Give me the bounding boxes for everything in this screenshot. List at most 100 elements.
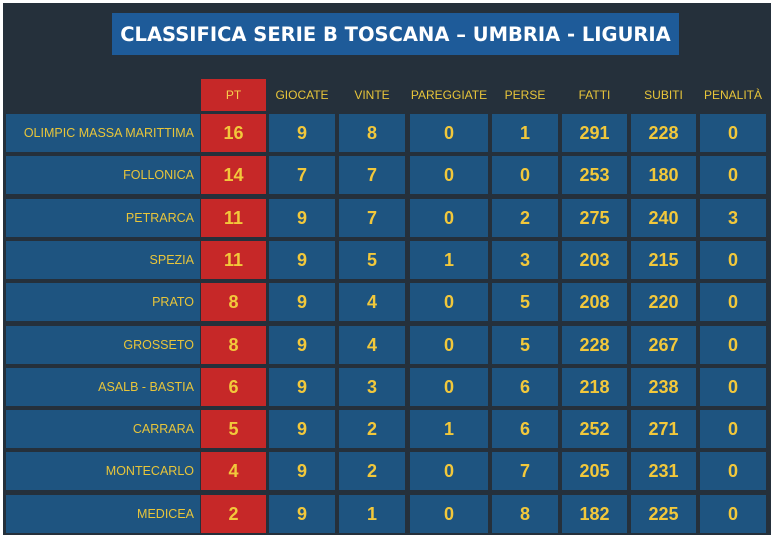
cell-played: 9 — [269, 368, 335, 406]
cell-conceded: 267 — [631, 326, 696, 364]
cell-conceded: 220 — [631, 283, 696, 321]
cell-won: 7 — [339, 156, 405, 194]
cell-lost: 0 — [492, 156, 558, 194]
cell-played: 9 — [269, 410, 335, 448]
cell-scored: 291 — [562, 114, 627, 152]
cell-conceded: 231 — [631, 452, 696, 490]
cell-conceded: 238 — [631, 368, 696, 406]
column-header-played: GIOCATE — [275, 88, 329, 102]
team-name: ASALB - BASTIA — [6, 368, 200, 406]
team-name: CARRARA — [6, 410, 200, 448]
cell-played: 9 — [269, 114, 335, 152]
cell-drawn: 0 — [410, 495, 488, 533]
cell-lost: 5 — [492, 283, 558, 321]
team-name: MONTECARLO — [6, 452, 200, 490]
cell-points: 5 — [201, 410, 266, 448]
cell-points: 6 — [201, 368, 266, 406]
cell-scored: 252 — [562, 410, 627, 448]
cell-drawn: 0 — [410, 156, 488, 194]
cell-played: 9 — [269, 283, 335, 321]
cell-scored: 253 — [562, 156, 627, 194]
column-header-won: VINTE — [354, 88, 390, 102]
cell-lost: 3 — [492, 241, 558, 279]
cell-lost: 8 — [492, 495, 558, 533]
cell-penalty: 0 — [700, 410, 766, 448]
cell-scored: 203 — [562, 241, 627, 279]
cell-penalty: 0 — [700, 156, 766, 194]
cell-won: 4 — [339, 326, 405, 364]
column-header-points: PT — [201, 79, 266, 111]
column-header-scored: FATTI — [578, 88, 611, 102]
cell-played: 9 — [269, 452, 335, 490]
cell-scored: 205 — [562, 452, 627, 490]
cell-drawn: 1 — [410, 410, 488, 448]
team-name: GROSSETO — [6, 326, 200, 364]
cell-scored: 275 — [562, 199, 627, 237]
cell-drawn: 0 — [410, 114, 488, 152]
cell-played: 9 — [269, 241, 335, 279]
header-team-spacer — [6, 79, 200, 111]
cell-won: 2 — [339, 452, 405, 490]
cell-conceded: 271 — [631, 410, 696, 448]
cell-lost: 7 — [492, 452, 558, 490]
cell-drawn: 0 — [410, 368, 488, 406]
cell-won: 3 — [339, 368, 405, 406]
standings-panel: CLASSIFICA SERIE B TOSCANA – UMBRIA - LI… — [3, 3, 771, 535]
cell-won: 4 — [339, 283, 405, 321]
cell-points: 11 — [201, 199, 266, 237]
cell-scored: 218 — [562, 368, 627, 406]
cell-won: 7 — [339, 199, 405, 237]
team-name: MEDICEA — [6, 495, 200, 533]
cell-penalty: 0 — [700, 114, 766, 152]
column-header-drawn: PAREGGIATE — [410, 88, 488, 102]
page-title: CLASSIFICA SERIE B TOSCANA – UMBRIA - LI… — [112, 13, 679, 55]
cell-won: 2 — [339, 410, 405, 448]
cell-lost: 6 — [492, 368, 558, 406]
cell-played: 9 — [269, 199, 335, 237]
cell-won: 8 — [339, 114, 405, 152]
cell-penalty: 0 — [700, 326, 766, 364]
team-name: PRATO — [6, 283, 200, 321]
cell-won: 1 — [339, 495, 405, 533]
cell-drawn: 0 — [410, 283, 488, 321]
column-header-conceded: SUBITI — [644, 88, 683, 102]
cell-won: 5 — [339, 241, 405, 279]
cell-scored: 228 — [562, 326, 627, 364]
team-name: FOLLONICA — [6, 156, 200, 194]
cell-penalty: 0 — [700, 283, 766, 321]
cell-penalty: 0 — [700, 452, 766, 490]
cell-points: 4 — [201, 452, 266, 490]
cell-lost: 5 — [492, 326, 558, 364]
cell-drawn: 0 — [410, 452, 488, 490]
cell-points: 8 — [201, 283, 266, 321]
cell-scored: 208 — [562, 283, 627, 321]
cell-conceded: 180 — [631, 156, 696, 194]
cell-lost: 1 — [492, 114, 558, 152]
cell-scored: 182 — [562, 495, 627, 533]
cell-penalty: 3 — [700, 199, 766, 237]
cell-penalty: 0 — [700, 368, 766, 406]
cell-conceded: 240 — [631, 199, 696, 237]
cell-drawn: 0 — [410, 326, 488, 364]
cell-points: 2 — [201, 495, 266, 533]
cell-penalty: 0 — [700, 241, 766, 279]
team-name: SPEZIA — [6, 241, 200, 279]
cell-conceded: 228 — [631, 114, 696, 152]
cell-lost: 2 — [492, 199, 558, 237]
team-name: OLIMPIC MASSA MARITTIMA — [6, 114, 200, 152]
cell-played: 7 — [269, 156, 335, 194]
cell-played: 9 — [269, 326, 335, 364]
cell-conceded: 215 — [631, 241, 696, 279]
column-header-lost: PERSE — [504, 88, 546, 102]
cell-drawn: 0 — [410, 199, 488, 237]
cell-conceded: 225 — [631, 495, 696, 533]
cell-penalty: 0 — [700, 495, 766, 533]
cell-lost: 6 — [492, 410, 558, 448]
cell-points: 14 — [201, 156, 266, 194]
cell-points: 11 — [201, 241, 266, 279]
cell-points: 16 — [201, 114, 266, 152]
cell-points: 8 — [201, 326, 266, 364]
team-name: PETRARCA — [6, 199, 200, 237]
cell-played: 9 — [269, 495, 335, 533]
cell-drawn: 1 — [410, 241, 488, 279]
